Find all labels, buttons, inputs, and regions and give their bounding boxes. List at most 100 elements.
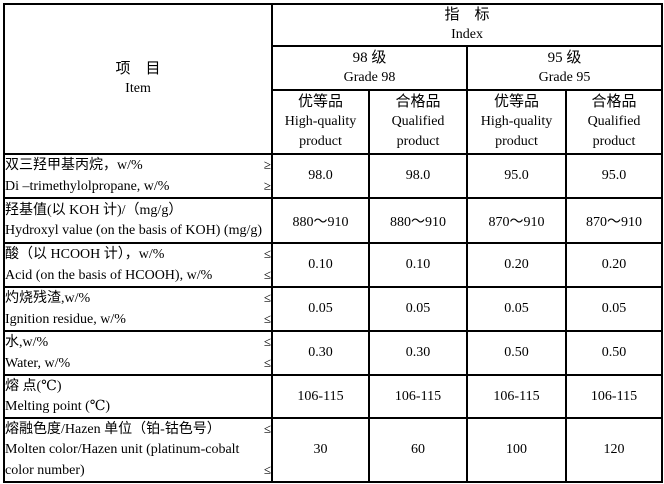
table-row: 酸（以 HCOOH 计），w/% ≤ Acid (on the basis of…	[3, 242, 664, 288]
header-cell-quality-1: 优等品 High-quality product	[271, 89, 370, 155]
value-cell: 880～910	[271, 197, 370, 244]
value-cell: 870～910	[564, 197, 664, 244]
quality-zh: 优等品	[493, 94, 539, 110]
value-cell: 106-115	[368, 374, 468, 419]
row-label-en: Ignition residue, w/%	[5, 312, 126, 327]
header-row-index: 项 目 Item 指 标 Index	[3, 3, 664, 155]
value-cell: 0.10	[271, 242, 370, 288]
item-cell: 双三羟甲基丙烷，w/% ≥ Di –trimethylolpropane, w/…	[3, 153, 273, 199]
quality-en2: product	[299, 134, 342, 149]
row-label-en-line: Melting point (℃)	[5, 397, 270, 417]
item-cell: 酸（以 HCOOH 计），w/% ≤ Acid (on the basis of…	[3, 242, 273, 288]
quality-en2: product	[495, 134, 538, 149]
value-cell: 0.50	[466, 330, 567, 376]
limit-symbol: ≥	[263, 157, 271, 172]
quality-en2: product	[396, 134, 440, 149]
row-label-zh: 熔融色度/Hazen 单位（铂-钴色号）	[5, 422, 221, 437]
table-row: 熔 点(℃) Melting point (℃) 106-115 106-115…	[3, 374, 664, 419]
value-cell: 0.20	[466, 242, 567, 288]
value-cell: 30	[271, 417, 370, 483]
limit-symbol: ≥	[263, 178, 271, 193]
row-label-zh-line: 酸（以 HCOOH 计），w/% ≤	[5, 245, 271, 265]
table-row: 双三羟甲基丙烷，w/% ≥ Di –trimethylolpropane, w/…	[3, 153, 664, 199]
row-label-zh-line: 双三羟甲基丙烷，w/% ≥	[5, 156, 271, 176]
row-label-zh-line: 水,w/% ≤	[5, 333, 271, 353]
value-cell: 0.05	[466, 286, 567, 332]
header-cell-quality-2: 合格品 Qualified product	[368, 89, 468, 155]
row-label-zh: 双三羟甲基丙烷，w/%	[5, 158, 143, 173]
value-cell: 120	[564, 417, 664, 483]
row-label-en-line2: color number) ≤	[6, 460, 271, 480]
limit-symbol: ≤	[263, 267, 271, 282]
quality-zh: 合格品	[395, 94, 441, 110]
quality-en1: High-quality	[480, 114, 553, 129]
value-cell: 106-115	[466, 374, 567, 419]
row-label-zh: 熔 点(℃)	[5, 378, 62, 394]
header-cell-quality-4: 合格品 Qualified product	[564, 89, 664, 155]
header-cell-item: 项 目 Item	[3, 3, 273, 155]
value-cell: 880～910	[368, 197, 468, 244]
value-cell: 870～910	[466, 197, 567, 244]
limit-symbol: ≤	[263, 355, 271, 370]
row-label-zh: 水,w/%	[5, 335, 49, 350]
value-cell: 0.30	[368, 330, 468, 376]
row-label-en-line: Molten color/Hazen unit (platinum-cobalt	[5, 440, 270, 460]
row-label-en-line: Ignition residue, w/% ≤	[5, 309, 271, 329]
row-label-en-line: Acid (on the basis of HCOOH), w/% ≤	[5, 265, 271, 285]
header-row-grades: 98 级 Grade 98 95 级 Grade 95	[4, 45, 664, 91]
value-cell: 0.05	[271, 286, 370, 332]
row-label-zh-line: 熔 点(℃)	[5, 377, 270, 397]
index-header-zh: 指 标	[444, 7, 490, 23]
limit-symbol: ≤	[263, 246, 271, 261]
value-cell: 0.50	[564, 330, 664, 376]
value-cell: 106-115	[271, 374, 370, 419]
limit-symbol: ≤	[263, 421, 271, 436]
item-header-en: Item	[125, 81, 151, 96]
value-cell: 0.05	[368, 286, 468, 332]
header-cell-index: 指 标 Index	[270, 3, 664, 47]
spec-table: 项 目 Item 指 标 Index 98 级 Grade 98 95 级 Gr…	[3, 3, 664, 483]
index-header-en: Index	[451, 27, 483, 42]
table-row: 羟基值(以 KOH 计)/（mg/g） Hydroxyl value (on t…	[3, 197, 664, 244]
row-label-en: Acid (on the basis of HCOOH), w/%	[5, 268, 213, 283]
quality-en1: Qualified	[587, 114, 641, 129]
value-cell: 0.10	[368, 242, 468, 288]
quality-en1: High-quality	[284, 114, 357, 129]
item-cell: 灼烧残渣,w/% ≤ Ignition residue, w/% ≤	[3, 286, 273, 332]
row-label-en-line: Water, w/% ≤	[5, 353, 271, 373]
item-cell: 羟基值(以 KOH 计)/（mg/g） Hydroxyl value (on t…	[3, 197, 273, 244]
row-label-en: Di –trimethylolpropane, w/%	[5, 179, 170, 194]
header-row-quality: 优等品 High-quality product 合格品 Qualified p…	[4, 89, 664, 155]
value-cell: 0.30	[271, 330, 370, 376]
grade-98-zh: 98 级	[352, 50, 387, 66]
grade-95-en: Grade 95	[538, 70, 591, 85]
limit-symbol: ≤	[263, 462, 271, 477]
row-label-zh: 灼烧残渣,w/%	[5, 291, 91, 306]
grade-98-en: Grade 98	[343, 70, 396, 85]
grade-95-zh: 95 级	[547, 50, 582, 66]
row-label-zh: 酸（以 HCOOH 计），w/%	[5, 247, 165, 262]
table-row: 熔融色度/Hazen 单位（铂-钴色号） ≤ Molten color/Haze…	[3, 417, 664, 483]
quality-zh: 优等品	[297, 94, 343, 110]
row-label-en: Water, w/%	[5, 356, 71, 371]
table-row: 水,w/% ≤ Water, w/% ≤ 0.30 0.30 0.50 0.50	[3, 330, 664, 376]
quality-en1: Qualified	[391, 114, 445, 129]
row-label-en: Melting point (℃)	[5, 398, 111, 414]
quality-zh: 合格品	[591, 94, 637, 110]
row-label-zh-line: 熔融色度/Hazen 单位（铂-钴色号） ≤	[5, 420, 271, 440]
value-cell: 100	[466, 417, 567, 483]
limit-symbol: ≤	[263, 290, 271, 305]
item-cell: 熔 点(℃) Melting point (℃)	[3, 374, 273, 419]
limit-symbol: ≤	[263, 334, 271, 349]
header-cell-grade-98: 98 级 Grade 98	[271, 45, 468, 91]
row-label-en: Molten color/Hazen unit (platinum-cobalt	[5, 442, 240, 457]
value-cell: 98.0	[271, 153, 370, 199]
limit-symbol: ≤	[263, 311, 271, 326]
value-cell: 95.0	[564, 153, 664, 199]
table-row: 灼烧残渣,w/% ≤ Ignition residue, w/% ≤ 0.05 …	[3, 286, 664, 332]
value-cell: 0.20	[564, 242, 664, 288]
row-label-en: Hydroxyl value (on the basis of KOH) (mg…	[5, 222, 263, 238]
header-cell-quality-3: 优等品 High-quality product	[466, 89, 567, 155]
value-cell: 60	[368, 417, 468, 483]
